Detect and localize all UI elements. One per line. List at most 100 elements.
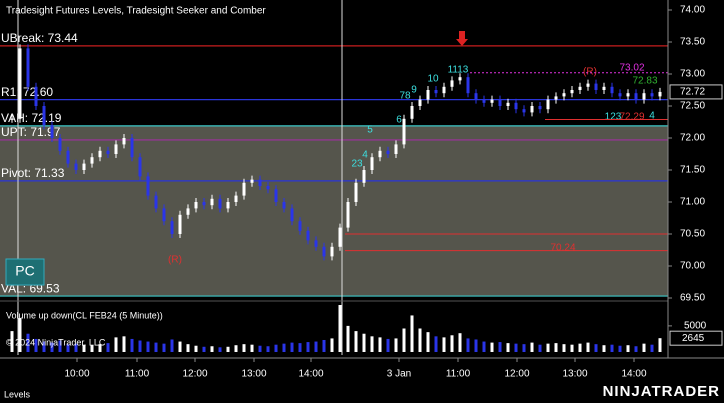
volume-bar bbox=[586, 342, 590, 352]
footer-tab: Levels bbox=[4, 389, 31, 399]
volume-bar bbox=[602, 345, 606, 352]
pc-button[interactable] bbox=[5, 258, 45, 286]
candle bbox=[258, 179, 262, 186]
volume-bar bbox=[314, 341, 318, 352]
candle bbox=[74, 163, 78, 170]
candle bbox=[170, 221, 174, 234]
candle bbox=[98, 150, 102, 158]
volume-bar bbox=[306, 342, 310, 352]
candle bbox=[618, 93, 622, 97]
annotation: 4 bbox=[362, 150, 368, 161]
candle bbox=[650, 93, 654, 97]
candle bbox=[370, 157, 374, 170]
candle bbox=[610, 86, 614, 94]
volume-bar bbox=[386, 338, 390, 352]
value-area bbox=[0, 125, 668, 297]
volume-bar bbox=[482, 341, 486, 352]
volume-bar bbox=[186, 344, 190, 352]
candle bbox=[402, 118, 406, 145]
volume-bar bbox=[618, 345, 622, 352]
candle bbox=[522, 109, 526, 113]
annotation: 70.24 bbox=[550, 243, 575, 254]
candle bbox=[394, 144, 398, 154]
volume-bar bbox=[10, 331, 14, 352]
volume-bar bbox=[594, 344, 598, 352]
volume-bar bbox=[642, 343, 646, 352]
candle bbox=[146, 176, 150, 196]
volume-tag-label: 2645 bbox=[682, 333, 705, 344]
volume-bar bbox=[434, 336, 438, 352]
x-tick-label: 3 Jan bbox=[387, 369, 411, 380]
volume-bar bbox=[98, 344, 102, 352]
volume-bar bbox=[634, 346, 638, 352]
candle bbox=[570, 90, 574, 94]
x-tick-label: 11:00 bbox=[125, 369, 150, 380]
volume-bar bbox=[42, 341, 46, 352]
x-tick-label: 11:00 bbox=[446, 369, 471, 380]
candle bbox=[298, 221, 302, 231]
volume-bar bbox=[178, 341, 182, 352]
annotation: 1113 bbox=[448, 65, 469, 76]
volume-bar bbox=[234, 345, 238, 352]
volume-bar bbox=[570, 344, 574, 352]
candle bbox=[450, 80, 454, 87]
volume-bar bbox=[490, 342, 494, 352]
annotation: 78 bbox=[399, 91, 411, 102]
volume-bar bbox=[610, 344, 614, 352]
y-tick-label: 74.00 bbox=[680, 5, 705, 16]
volume-bar bbox=[330, 338, 334, 352]
volume-bar bbox=[138, 340, 142, 352]
volume-title: Volume up down(CL FEB24 (5 Minute)) bbox=[6, 310, 163, 320]
volume-bar bbox=[90, 345, 94, 352]
volume-bar bbox=[426, 332, 430, 352]
volume-bar bbox=[50, 342, 54, 352]
annotation: 23 bbox=[351, 159, 363, 170]
candle bbox=[466, 77, 470, 94]
volume-bar bbox=[346, 325, 350, 352]
volume-bar bbox=[170, 339, 174, 352]
volume-bar bbox=[498, 342, 502, 352]
candle bbox=[514, 102, 518, 110]
volume-bar bbox=[274, 344, 278, 352]
volume-bar bbox=[146, 341, 150, 352]
candle bbox=[282, 202, 286, 209]
candle bbox=[138, 157, 142, 177]
pc-button-label[interactable]: PC bbox=[15, 263, 34, 279]
candle bbox=[474, 93, 478, 100]
volume-bar bbox=[106, 343, 110, 352]
x-tick-label: 14:00 bbox=[298, 369, 323, 380]
annotation: 72.83 bbox=[632, 76, 657, 87]
volume-bar bbox=[322, 339, 326, 352]
volume-bar bbox=[26, 333, 30, 352]
candle bbox=[266, 186, 270, 190]
annotation: (R) bbox=[583, 67, 597, 78]
volume-bar bbox=[58, 340, 62, 352]
candle bbox=[482, 99, 486, 103]
volume-tick-label: 5000 bbox=[684, 321, 707, 332]
candle bbox=[34, 86, 38, 106]
candle bbox=[354, 182, 358, 202]
candle bbox=[442, 86, 446, 94]
candle bbox=[506, 102, 510, 106]
volume-bar bbox=[578, 343, 582, 352]
candle bbox=[602, 86, 606, 90]
signal-arrow bbox=[456, 31, 468, 46]
volume-bar bbox=[522, 344, 526, 352]
candle bbox=[18, 48, 22, 119]
candle bbox=[330, 246, 334, 257]
candle bbox=[378, 150, 382, 158]
candle bbox=[130, 138, 134, 158]
volume-bar bbox=[514, 343, 518, 352]
y-tick-label: 70.00 bbox=[680, 261, 705, 272]
volume-bar bbox=[418, 328, 422, 352]
volume-bar bbox=[538, 344, 542, 352]
annotation: 10 bbox=[427, 74, 439, 85]
volume-bar bbox=[66, 344, 70, 352]
volume-bar bbox=[562, 344, 566, 352]
candle bbox=[578, 86, 582, 90]
candle bbox=[658, 91, 662, 97]
y-tick-label: 69.50 bbox=[680, 293, 705, 304]
candle bbox=[106, 150, 110, 154]
candle bbox=[642, 93, 646, 100]
